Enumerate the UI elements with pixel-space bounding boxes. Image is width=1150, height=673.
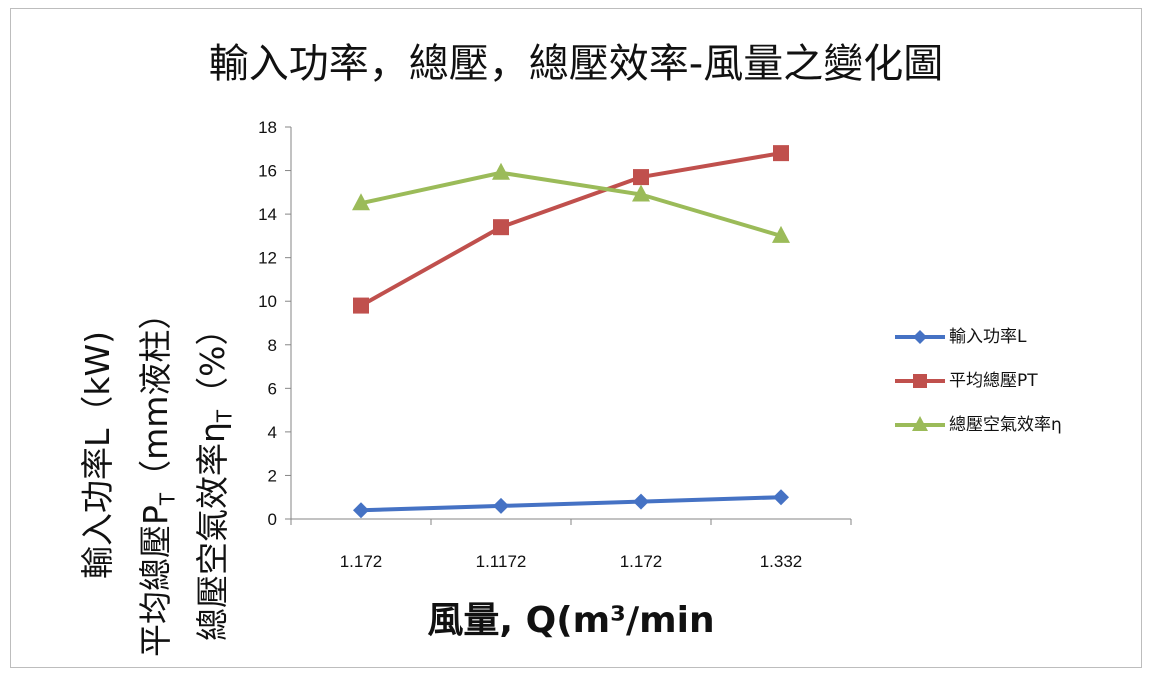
y-tick-label: 0 [268, 510, 277, 529]
legend-swatch-2 [895, 374, 945, 388]
legend-swatch-1 [895, 330, 945, 344]
data-point-series-3 [352, 193, 370, 211]
x-tick-label: 1.172 [340, 552, 383, 571]
legend-label-1: 輸入功率L [949, 327, 1027, 347]
series-line-3 [360, 170, 782, 238]
y-tick-label: 14 [258, 205, 277, 224]
x-tick-label: 1.172 [620, 552, 663, 571]
y-tick-label: 12 [258, 249, 277, 268]
y-tick-label: 8 [268, 336, 277, 355]
data-point-series-3 [492, 162, 510, 180]
x-tick-label: 1.332 [760, 552, 803, 571]
y-tick-label: 10 [258, 292, 277, 311]
plot-area: 0 2 4 6 8 10 12 14 16 18 1.172 1.1172 1.172 1.332 [258, 118, 852, 571]
series-line-1 [360, 495, 782, 513]
data-point-series-2 [633, 169, 649, 186]
data-point-series-1 [353, 502, 369, 519]
x-axis-label: 風量, Q(m³/min [427, 600, 715, 641]
chart-title: 輸入功率，總壓，總壓效率-風量之變化圖 [208, 41, 944, 87]
data-point-series-3 [632, 184, 650, 202]
chart-frame: 輸入功率，總壓，總壓效率-風量之變化圖 輸入功率L（kW) 平均總壓PT（mm液… [10, 8, 1142, 668]
y-tick-label: 16 [258, 162, 277, 181]
legend-swatch-3 [895, 416, 945, 431]
data-point-series-1 [493, 497, 509, 514]
y-tick-label: 18 [258, 118, 277, 137]
series-line-2 [360, 151, 782, 308]
data-point-series-2 [773, 145, 789, 162]
legend-label-3: 總壓空氣效率η [949, 415, 1062, 435]
data-point-series-1 [633, 493, 649, 510]
data-point-series-3 [772, 225, 790, 243]
data-point-series-2 [493, 219, 509, 236]
y-tick-label: 2 [268, 466, 277, 485]
y-tick-label: 6 [268, 379, 277, 398]
data-point-series-2 [353, 297, 369, 314]
y-tick-label: 4 [268, 423, 277, 442]
x-tick-label: 1.1172 [476, 552, 527, 571]
data-point-series-1 [773, 489, 789, 506]
legend-label-2: 平均總壓PT [949, 371, 1038, 391]
